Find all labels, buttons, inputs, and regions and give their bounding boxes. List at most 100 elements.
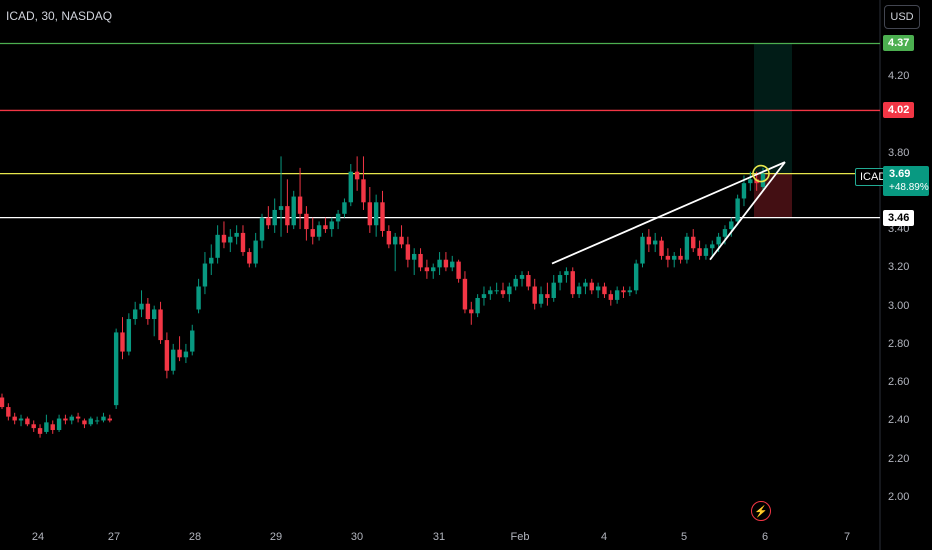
candle [266, 217, 271, 226]
candle [50, 424, 55, 431]
candle [418, 253, 423, 268]
candle [583, 282, 588, 287]
candle [18, 418, 24, 421]
candle [412, 253, 417, 260]
candle [659, 240, 664, 256]
candle [392, 236, 398, 245]
candle [145, 303, 151, 320]
candle [595, 286, 601, 291]
time-tick-label: 24 [31, 531, 45, 543]
time-tick-label: 30 [350, 531, 364, 543]
candle [44, 422, 49, 432]
candle [94, 420, 100, 422]
candle [373, 202, 379, 226]
candle [494, 290, 499, 292]
candle [627, 290, 633, 293]
candle [538, 294, 544, 304]
time-tick-label: 5 [680, 531, 688, 543]
price-tick-label: 2.00 [888, 491, 910, 503]
candle [37, 428, 43, 434]
candle [614, 290, 620, 300]
candle [228, 236, 233, 243]
time-tick-label: 29 [269, 531, 283, 543]
candle [101, 416, 106, 421]
highlight-circle [752, 164, 770, 183]
price-tick-label: 3.40 [888, 223, 910, 236]
candle [63, 418, 68, 421]
target-price-label: 4.37 [883, 35, 915, 52]
support-price-label: 3.46 [883, 209, 915, 226]
candle [69, 416, 74, 421]
candle [234, 232, 239, 237]
current-price: 3.69 [889, 168, 911, 180]
candle [240, 232, 246, 253]
price-tick-label: 2.40 [888, 414, 910, 427]
candle [126, 319, 132, 352]
candle [88, 418, 93, 425]
candle [120, 332, 125, 352]
candle [158, 309, 163, 341]
candle [456, 261, 461, 279]
candle [564, 271, 569, 276]
resistance-price-label: 4.02 [883, 102, 915, 119]
candle [545, 294, 550, 298]
candle [684, 236, 690, 260]
candle [488, 290, 493, 295]
time-tick-label: 4 [600, 531, 608, 543]
candle [519, 275, 525, 279]
price-tick-label: 4.20 [888, 70, 910, 82]
profit-zone [754, 43, 792, 174]
price-tick-label: 2.20 [888, 452, 910, 465]
candle [735, 198, 740, 222]
candle [507, 286, 512, 295]
time-tick-label: 6 [761, 531, 769, 543]
candle [760, 173, 766, 187]
candle [608, 294, 613, 300]
candle [710, 244, 715, 249]
candle [532, 286, 537, 304]
candle [190, 330, 195, 352]
symbol-title[interactable]: ICAD, 30, NASDAQ [6, 9, 113, 23]
candle [202, 263, 208, 287]
candle [716, 236, 721, 245]
candle [209, 257, 214, 264]
candle [646, 236, 652, 245]
candle [500, 290, 506, 295]
candle [589, 282, 594, 291]
currency-button[interactable]: USD [884, 5, 920, 29]
trendline [709, 161, 786, 261]
candle [367, 202, 373, 226]
candle [424, 267, 430, 272]
candle [152, 309, 157, 320]
candle [177, 349, 182, 358]
candle [443, 259, 449, 268]
price-tick-label: 2.60 [888, 376, 910, 389]
candle [437, 259, 442, 268]
candle [342, 202, 347, 214]
candle [526, 275, 531, 287]
candle [513, 278, 518, 287]
price-change: +48.89% [889, 182, 929, 193]
candle [665, 255, 671, 260]
candle [450, 261, 455, 268]
candle [253, 240, 258, 264]
candle [278, 206, 284, 210]
candle [576, 286, 582, 295]
candle [247, 252, 252, 264]
lightning-icon[interactable]: ⚡ [751, 501, 771, 521]
candle [748, 179, 753, 184]
candle [354, 171, 360, 180]
candle [196, 286, 201, 310]
candle [335, 213, 341, 222]
candle [171, 349, 176, 371]
time-tick-label: Feb [510, 531, 530, 543]
candle [272, 209, 277, 226]
candle [722, 229, 728, 237]
candle [113, 332, 119, 406]
candle [304, 213, 309, 230]
candle [6, 407, 11, 417]
candle [672, 255, 677, 260]
candle [310, 229, 315, 237]
price-tick-label: 3.80 [888, 146, 910, 159]
